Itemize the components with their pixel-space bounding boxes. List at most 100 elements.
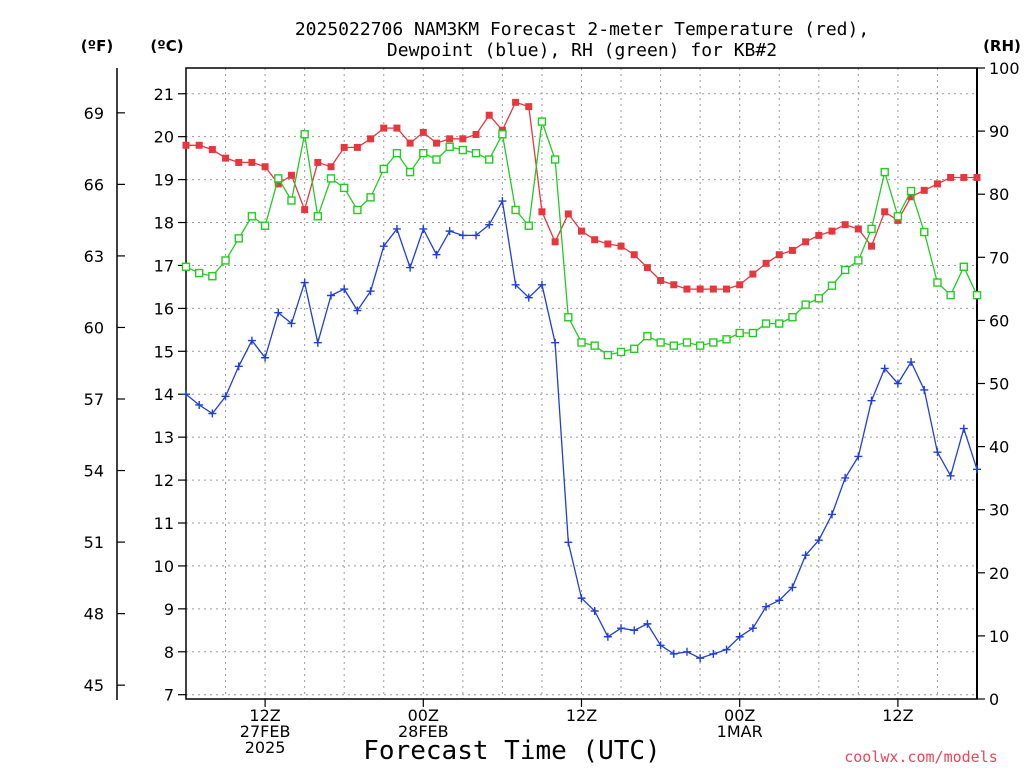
dewpoint-point [696, 654, 705, 663]
rh-point [405, 167, 415, 177]
rh-tick-label: 30 [989, 501, 1009, 520]
rh-point [300, 130, 309, 139]
temperature-point [802, 238, 810, 246]
rh-point [590, 341, 599, 350]
rh-point [353, 205, 362, 215]
rh-point [656, 338, 665, 347]
rh-point [564, 313, 573, 322]
x-axis-label: Forecast Time (UTC) [363, 736, 660, 766]
dewpoint-point [551, 338, 560, 347]
temperature-point [406, 139, 414, 147]
dewpoint-point [392, 224, 401, 233]
rh-tick-label: 10 [989, 627, 1009, 646]
celsius-tick-label: 14 [154, 385, 174, 404]
dewpoint-point [195, 400, 204, 409]
dewpoint-point [313, 338, 322, 347]
dewpoint-point [920, 385, 929, 394]
temperature-point [564, 210, 572, 218]
temperature-point [736, 281, 744, 289]
fahrenheit-tick-label: 66 [84, 175, 104, 194]
rh-point [287, 196, 296, 205]
dewpoint-point [841, 473, 850, 482]
credit-text: coolwx.com/models [844, 748, 998, 766]
rh-tick-label: 80 [989, 185, 1009, 204]
rh-point [643, 331, 652, 341]
dewpoint-point [854, 452, 863, 461]
rh-point [801, 300, 810, 309]
x-tick-label: 00Z [408, 706, 439, 725]
rh-point [379, 164, 388, 174]
temperature-point [432, 139, 440, 147]
temperature-point [670, 281, 678, 289]
temperature-point [947, 173, 955, 181]
rh-point [603, 350, 613, 360]
rh-point [827, 281, 837, 290]
rh-point [471, 148, 481, 158]
celsius-tick-label: 10 [154, 557, 174, 576]
dewpoint-point [379, 242, 388, 251]
dewpoint-point [472, 231, 481, 240]
dewpoint-point [682, 647, 691, 656]
temperature-point [287, 171, 295, 179]
celsius-tick-label: 16 [154, 299, 174, 318]
celsius-tick-label: 20 [154, 128, 174, 147]
dewpoint-point [327, 291, 336, 300]
dewpoint-point [973, 465, 981, 474]
dewpoint-point [287, 319, 296, 328]
rh-point [260, 221, 270, 230]
x-tick-label: 2025 [245, 738, 286, 757]
x-tick-label: 1MAR [717, 722, 763, 741]
fahrenheit-tick-label: 48 [84, 605, 104, 624]
temperature-point [551, 238, 559, 246]
rh-tick-label: 40 [989, 438, 1009, 457]
rh-tick-label: 50 [989, 375, 1009, 394]
dewpoint-point [907, 358, 916, 367]
temperature-point [591, 236, 599, 244]
temperature-point [419, 128, 427, 136]
rh-point [221, 256, 230, 265]
dewpoint-point [234, 362, 243, 371]
dewpoint-point [511, 280, 520, 289]
dewpoint-point [827, 510, 836, 519]
temperature-point [854, 225, 862, 233]
dewpoint-point [182, 390, 190, 399]
rh-point [616, 347, 626, 357]
temperature-point [775, 251, 783, 259]
rh-point [972, 290, 982, 300]
rh-tick-label: 20 [989, 564, 1009, 583]
dewpoint-point [445, 227, 454, 236]
rh-point [194, 268, 204, 278]
rh-point [577, 338, 586, 347]
celsius-unit-label: (ºC) [150, 37, 183, 55]
rh-point [669, 341, 678, 350]
x-tick-label: 28FEB [398, 722, 449, 741]
temperature-point [261, 163, 269, 171]
fahrenheit-tick-label: 60 [84, 318, 104, 337]
rh-point [537, 117, 547, 126]
rh-point [366, 193, 375, 202]
temperature-point [630, 251, 638, 259]
celsius-tick-label: 15 [154, 342, 174, 361]
rh-point [485, 155, 494, 164]
temperature-point [973, 173, 981, 181]
x-tick-label: 12Z [882, 706, 913, 725]
fahrenheit-tick-label: 51 [84, 533, 104, 552]
rh-point [234, 234, 243, 243]
data-series [181, 98, 982, 663]
temperature-point [314, 158, 322, 166]
temperature-point [920, 186, 928, 194]
rh-point [630, 344, 639, 353]
temperature-point [788, 246, 796, 254]
temperature-point [657, 276, 665, 284]
fahrenheit-unit-label: (ºF) [81, 37, 113, 55]
rh-unit-label: (RH) [983, 37, 1021, 55]
temperature-point [459, 135, 467, 143]
dewpoint-point [537, 280, 546, 289]
rh-point [274, 174, 283, 183]
temperature-point [643, 264, 651, 272]
temperature-point [960, 173, 968, 181]
rh-point [432, 155, 441, 164]
dewpoint-point [366, 287, 375, 296]
temperature-point [327, 163, 335, 171]
dewpoint-point [762, 602, 771, 611]
